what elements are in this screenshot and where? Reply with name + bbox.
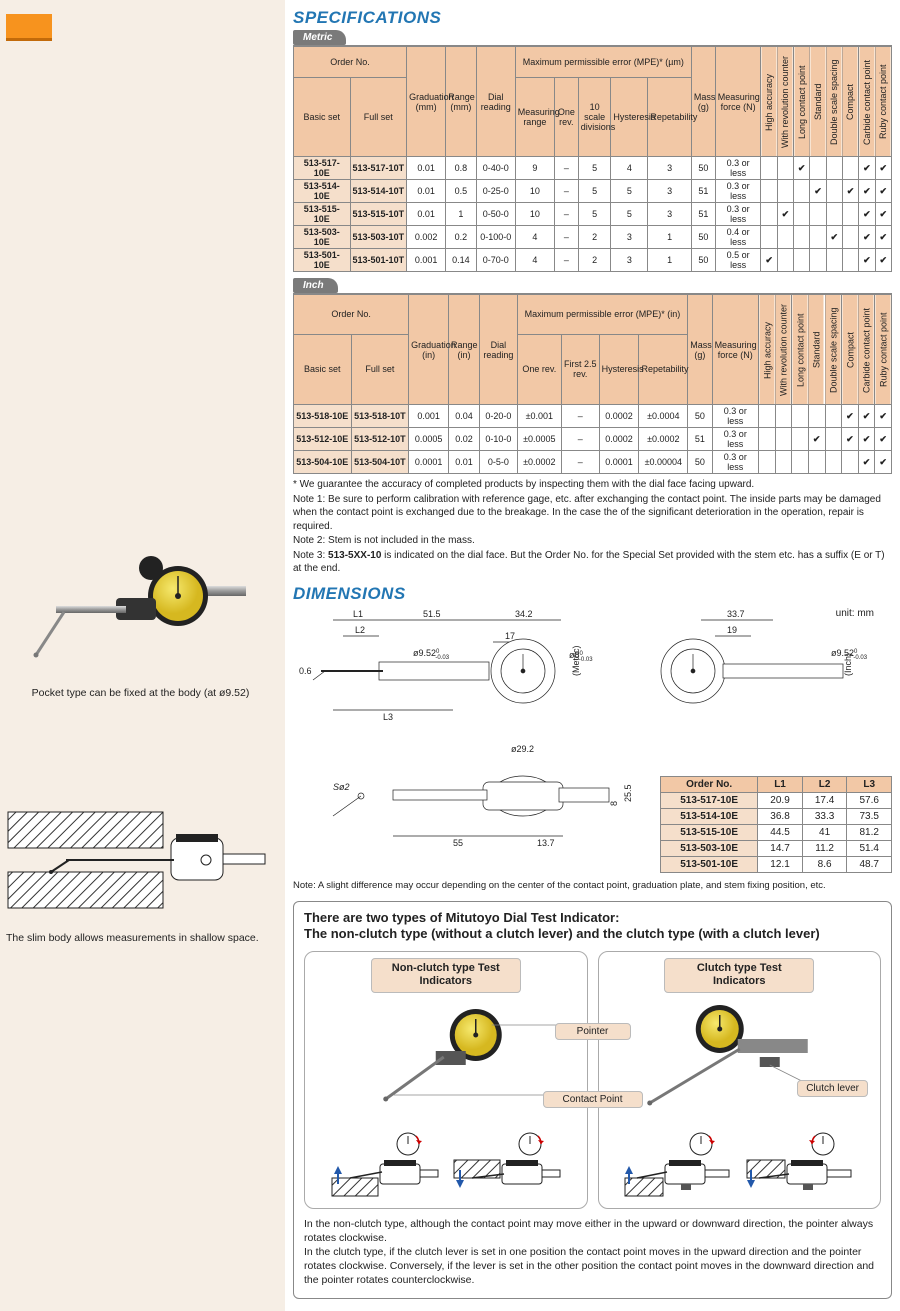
nonclutch-motion-up	[330, 1130, 440, 1200]
sidebar: Pocket type can be fixed at the body (at…	[0, 0, 285, 1311]
svg-text:Sø2: Sø2	[333, 782, 350, 792]
caption-shallow-space: The slim body allows measurements in sha…	[6, 931, 275, 945]
svg-text:ø9.520-0.03: ø9.520-0.03	[413, 648, 450, 661]
svg-text:ø29.2: ø29.2	[511, 744, 534, 754]
clutch-title: Clutch type Test Indicators	[664, 958, 814, 992]
dim-unit-label: unit: mm	[836, 608, 874, 619]
svg-text:17: 17	[505, 631, 515, 641]
table-row: 513-504-10E513-504-10T0.00010.010-5-0±0.…	[294, 451, 892, 474]
heading-specifications: SPECIFICATIONS	[293, 8, 892, 28]
svg-text:51.5: 51.5	[423, 609, 441, 619]
table-row: 513-514-10E513-514-10T0.010.50-25-010–55…	[294, 180, 892, 203]
clutch-illustration	[607, 999, 873, 1119]
pocket-type-illustration	[26, 550, 256, 680]
table-row: 513-501-10E12.18.648.7	[661, 856, 892, 872]
non-clutch-title: Non-clutch type Test Indicators	[371, 958, 521, 992]
clutch-lever-label: Clutch lever	[797, 1080, 868, 1097]
table-row: 513-517-10E20.917.457.6	[661, 792, 892, 808]
svg-text:8: 8	[609, 800, 619, 805]
types-description: In the non-clutch type, although the con…	[304, 1217, 881, 1288]
svg-text:L1: L1	[353, 609, 363, 619]
table-row: 513-515-10E44.54181.2	[661, 824, 892, 840]
svg-text:25.5: 25.5	[623, 784, 633, 802]
dimension-table: Order No. L1 L2 L3 513-517-10E20.917.457…	[660, 776, 892, 873]
non-clutch-panel: Non-clutch type Test Indicators	[304, 951, 588, 1208]
non-clutch-illustration	[313, 999, 579, 1119]
svg-text:34.2: 34.2	[515, 609, 533, 619]
svg-text:13.7: 13.7	[537, 838, 555, 848]
clutch-motion-up	[623, 1130, 733, 1200]
main-content: SPECIFICATIONS Metric Order No. Graduati…	[285, 0, 900, 1311]
tab-inch: Inch	[293, 278, 338, 293]
spec-table-inch: Order No. Graduation (in) Range (in) Dia…	[293, 294, 892, 474]
svg-text:0.6: 0.6	[299, 666, 312, 676]
dimensions-area: unit: mm L1 51.5 34.2 L2 17	[293, 606, 892, 876]
table-row: 513-512-10E513-512-10T0.00050.020-10-0±0…	[294, 428, 892, 451]
svg-text:L3: L3	[383, 712, 393, 722]
page-tab-accent	[6, 14, 52, 38]
table-row: 513-503-10E513-503-10T0.0020.20-100-04–2…	[294, 226, 892, 249]
table-row: 513-514-10E36.833.373.5	[661, 808, 892, 824]
table-row: 513-518-10E513-518-10T0.0010.040-20-0±0.…	[294, 405, 892, 428]
table-row: 513-503-10E14.711.251.4	[661, 840, 892, 856]
svg-text:55: 55	[453, 838, 463, 848]
spec-table-metric: Order No. Graduation (mm) Range (mm) Dia…	[293, 46, 892, 272]
table-row: 513-501-10E513-501-10T0.0010.140-70-04–2…	[294, 249, 892, 272]
svg-text:(Metric): (Metric)	[571, 645, 581, 676]
svg-text:(Inch): (Inch)	[843, 652, 853, 675]
caption-pocket-type: Pocket type can be fixed at the body (at…	[6, 686, 275, 700]
contact-point-label: Contact Point	[543, 1091, 643, 1108]
heading-dimensions: DIMENSIONS	[293, 584, 892, 604]
spec-notes: * We guarantee the accuracy of completed…	[293, 478, 892, 576]
indicator-types-box: There are two types of Mitutoyo Dial Tes…	[293, 901, 892, 1299]
svg-text:33.7: 33.7	[727, 609, 745, 619]
svg-text:L2: L2	[355, 625, 365, 635]
svg-text:19: 19	[727, 625, 737, 635]
table-row: 513-515-10E513-515-10T0.0110-50-010–5535…	[294, 203, 892, 226]
dimension-note: Note: A slight difference may occur depe…	[293, 880, 892, 891]
pointer-label: Pointer	[555, 1023, 631, 1040]
shallow-space-diagram: The slim body allows measurements in sha…	[6, 810, 275, 945]
table-row: 513-517-10E513-517-10T0.010.80-40-09–543…	[294, 157, 892, 180]
tab-metric: Metric	[293, 30, 346, 45]
clutch-motion-down	[745, 1130, 855, 1200]
nonclutch-motion-down	[452, 1130, 562, 1200]
product-photo: Pocket type can be fixed at the body (at…	[6, 550, 275, 700]
types-heading: There are two types of Mitutoyo Dial Tes…	[304, 910, 881, 944]
clutch-panel: Clutch type Test Indicators Clutch lever	[598, 951, 882, 1208]
